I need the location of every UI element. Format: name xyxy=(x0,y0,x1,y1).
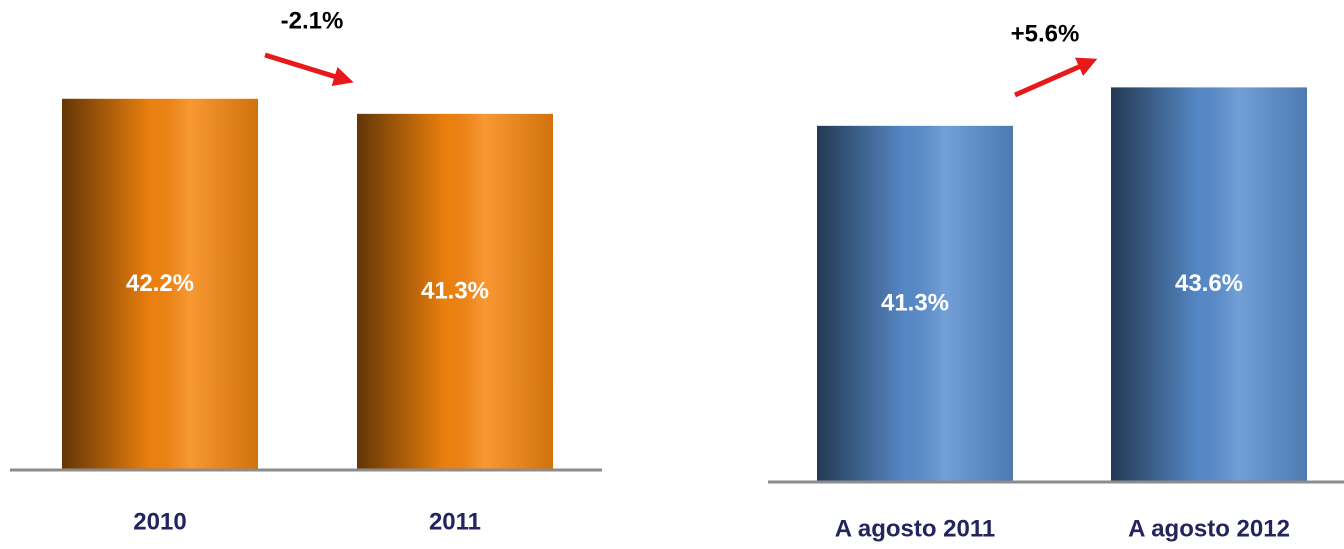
value-label: 43.6% xyxy=(1175,270,1243,297)
annotation: -2.1% xyxy=(281,7,344,34)
bar-shade xyxy=(62,98,258,470)
arrow-down xyxy=(264,52,354,87)
x-tick-label: 2010 xyxy=(133,508,186,535)
bar-shade xyxy=(1111,87,1307,483)
value-label: 42.2% xyxy=(126,270,194,297)
value-label: 41.3% xyxy=(881,289,949,316)
bar-shade xyxy=(357,113,553,470)
x-tick-label: A agosto 2011 xyxy=(835,515,996,542)
x-tick-label: A agosto 2012 xyxy=(1128,515,1290,542)
annotation: +5.6% xyxy=(1011,20,1080,47)
value-label: 41.3% xyxy=(421,277,489,304)
x-tick-label: 2011 xyxy=(429,508,481,535)
bar-shade xyxy=(817,125,1013,482)
arrow-up xyxy=(1013,57,1098,98)
